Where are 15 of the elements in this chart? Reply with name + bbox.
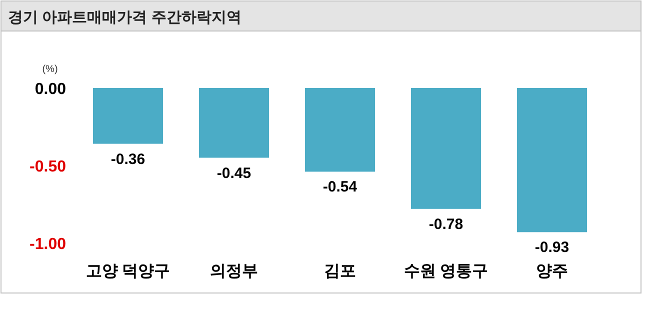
data-label: -0.36	[110, 150, 146, 168]
x-tick-label: 고양 덕양구	[86, 263, 170, 280]
data-label: -0.45	[216, 164, 252, 182]
x-tick-label: 의정부	[210, 263, 258, 280]
x-tick-label: 김포	[324, 263, 356, 280]
y-axis-title: (%)	[42, 64, 58, 75]
chart-title: 경기 아파트매매가격 주간하락지역	[8, 9, 242, 26]
y-tick-label: -0.50	[30, 158, 66, 176]
x-tick-label: 양주	[536, 263, 568, 280]
data-label: -0.78	[428, 216, 464, 233]
y-tick-label: -1.00	[30, 236, 66, 253]
y-tick-label: 0.00	[34, 81, 66, 98]
data-label: -0.54	[322, 178, 358, 196]
x-tick-label: 수원 영통구	[404, 263, 488, 280]
data-label: -0.93	[534, 239, 570, 256]
